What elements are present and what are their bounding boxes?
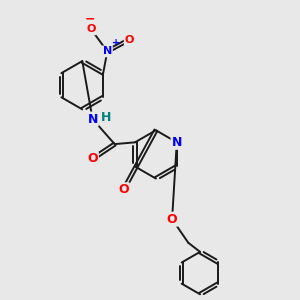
Text: N: N bbox=[103, 46, 112, 56]
Text: O: O bbox=[167, 213, 177, 226]
Text: O: O bbox=[87, 152, 98, 165]
Text: O: O bbox=[125, 34, 134, 45]
Text: +: + bbox=[112, 38, 120, 48]
Text: −: − bbox=[85, 13, 95, 26]
Text: O: O bbox=[86, 24, 96, 34]
Text: H: H bbox=[101, 111, 111, 124]
Text: N: N bbox=[87, 112, 98, 126]
Text: N: N bbox=[172, 136, 182, 149]
Text: O: O bbox=[118, 183, 129, 196]
